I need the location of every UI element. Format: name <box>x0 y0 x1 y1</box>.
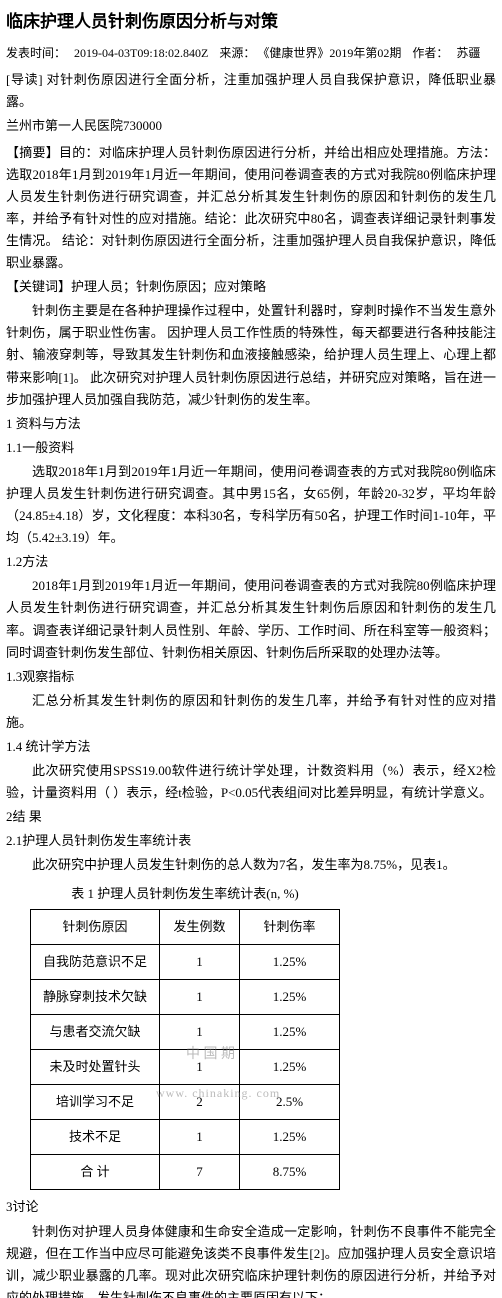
lead-paragraph: [导读] 对针刺伤原因进行全面分析，注重加强护理人员自我保护意识，降低职业暴露。 <box>6 69 496 113</box>
source-label: 来源： <box>219 46 255 60</box>
section-3: 3讨论 <box>6 1196 496 1218</box>
author-value: 苏疆 <box>456 46 480 60</box>
table-row: 培训学习不足22.5% <box>31 1085 340 1120</box>
table-header-cell: 发生例数 <box>160 909 240 944</box>
section-1-4-body: 此次研究使用SPSS19.00软件进行统计学处理，计数资料用（%）表示，经X2检… <box>6 760 496 804</box>
table-body: 自我防范意识不足11.25%静脉穿刺技术欠缺11.25%与患者交流欠缺11.25… <box>31 944 340 1190</box>
table-header-cell: 针刺伤率 <box>240 909 340 944</box>
abstract-label: 【摘要】 <box>6 145 59 160</box>
table-row: 技术不足11.25% <box>31 1120 340 1155</box>
section-1-3: 1.3观察指标 <box>6 666 496 688</box>
table-caption: 表 1 护理人员针刺伤发生率统计表(n, %) <box>30 883 340 905</box>
table-cell: 8.75% <box>240 1155 340 1190</box>
section-1-2: 1.2方法 <box>6 551 496 573</box>
table-cell: 1.25% <box>240 979 340 1014</box>
section-1-2-body: 2018年1月到2019年1月近一年期间，使用问卷调查表的方式对我院80例临床护… <box>6 575 496 663</box>
table-cell: 1 <box>160 1014 240 1049</box>
section-1-1: 1.1一般资料 <box>6 437 496 459</box>
keywords: 【关键词】护理人员；针刺伤原因；应对策略 <box>6 276 496 298</box>
abstract-body: 目的：对临床护理人员针刺伤原因进行分析，并给出相应处理措施。方法：选取2018年… <box>6 145 496 270</box>
section-1: 1 资料与方法 <box>6 413 496 435</box>
table-cell: 1.25% <box>240 944 340 979</box>
table-cell: 1.25% <box>240 1050 340 1085</box>
table-cell: 培训学习不足 <box>31 1085 160 1120</box>
abstract: 【摘要】目的：对临床护理人员针刺伤原因进行分析，并给出相应处理措施。方法：选取2… <box>6 142 496 275</box>
table-row: 静脉穿刺技术欠缺11.25% <box>31 979 340 1014</box>
table-row: 合 计78.75% <box>31 1155 340 1190</box>
pubtime-label: 发表时间： <box>6 46 66 60</box>
section-1-4: 1.4 统计学方法 <box>6 736 496 758</box>
section-2: 2结 果 <box>6 806 496 828</box>
table-row: 未及时处置针头11.25% <box>31 1050 340 1085</box>
table-cell: 2 <box>160 1085 240 1120</box>
table-cell: 1 <box>160 979 240 1014</box>
document-title: 临床护理人员针刺伤原因分析与对策 <box>6 8 496 37</box>
table-cell: 2.5% <box>240 1085 340 1120</box>
table-cell: 7 <box>160 1155 240 1190</box>
table-cell: 与患者交流欠缺 <box>31 1014 160 1049</box>
section-1-1-body: 选取2018年1月到2019年1月近一年期间，使用问卷调查表的方式对我院80例临… <box>6 461 496 549</box>
stats-table: 表 1 护理人员针刺伤发生率统计表(n, %) 针刺伤原因 发生例数 针刺伤率 … <box>30 883 340 1191</box>
keywords-label: 【关键词】 <box>6 279 71 294</box>
affiliation: 兰州市第一人民医院730000 <box>6 115 496 137</box>
section-3-p1: 针刺伤对护理人员身体健康和生命安全造成一定影响，针刺伤不良事件不能完全规避，但在… <box>6 1221 496 1298</box>
table-cell: 1.25% <box>240 1014 340 1049</box>
table-cell: 1 <box>160 944 240 979</box>
table-cell: 合 计 <box>31 1155 160 1190</box>
keywords-body: 护理人员；针刺伤原因；应对策略 <box>71 279 266 294</box>
table-cell: 1.25% <box>240 1120 340 1155</box>
table-wrapper: 表 1 护理人员针刺伤发生率统计表(n, %) 针刺伤原因 发生例数 针刺伤率 … <box>6 883 496 1191</box>
section-1-3-body: 汇总分析其发生针刺伤的原因和针刺伤的发生几率，并给予有针对性的应对措施。 <box>6 690 496 734</box>
pubtime-value: 2019-04-03T09:18:02.840Z <box>74 46 208 60</box>
meta-line: 发表时间： 2019-04-03T09:18:02.840Z 来源： 《健康世界》2… <box>6 43 496 63</box>
table-row: 自我防范意识不足11.25% <box>31 944 340 979</box>
table-cell: 1 <box>160 1120 240 1155</box>
table-cell: 未及时处置针头 <box>31 1050 160 1085</box>
table-header-cell: 针刺伤原因 <box>31 909 160 944</box>
intro-paragraph: 针刺伤主要是在各种护理操作过程中，处置针利器时，穿刺时操作不当发生意外针刺伤，属… <box>6 300 496 410</box>
table-cell: 1 <box>160 1050 240 1085</box>
table-cell: 静脉穿刺技术欠缺 <box>31 979 160 1014</box>
section-2-1: 2.1护理人员针刺伤发生率统计表 <box>6 830 496 852</box>
table-cell: 自我防范意识不足 <box>31 944 160 979</box>
author-label: 作者： <box>412 46 448 60</box>
table-header-row: 针刺伤原因 发生例数 针刺伤率 <box>31 909 340 944</box>
table-cell: 技术不足 <box>31 1120 160 1155</box>
section-2-1-body: 此次研究中护理人员发生针刺伤的总人数为7名，发生率为8.75%，见表1。 <box>6 854 496 876</box>
table-row: 与患者交流欠缺11.25% <box>31 1014 340 1049</box>
source-value: 《健康世界》2019年第02期 <box>263 46 401 60</box>
